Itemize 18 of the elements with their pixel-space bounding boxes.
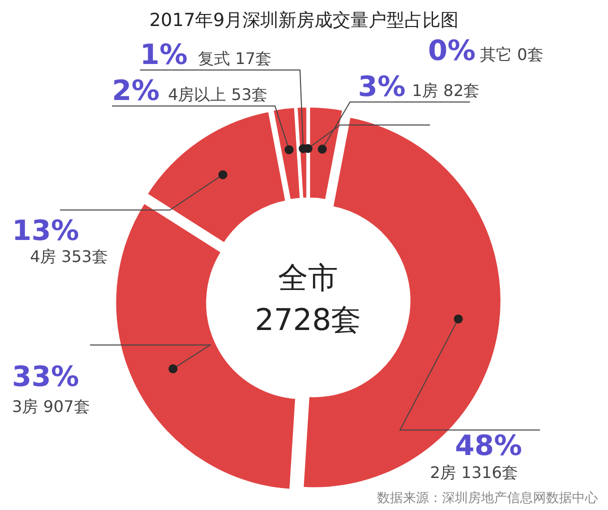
slice-label: 3房 907套 bbox=[12, 397, 90, 416]
slice-label: 4房 353套 bbox=[30, 247, 108, 266]
chart-title: 2017年9月深圳新房成交量户型占比图 bbox=[149, 10, 459, 31]
data-label: 13% bbox=[12, 214, 80, 247]
slice-label: 4房以上 53套 bbox=[168, 85, 268, 104]
text: 全市 bbox=[278, 261, 338, 296]
data-label: 1% bbox=[140, 38, 188, 71]
text: 2728套 bbox=[254, 303, 362, 338]
data-label: 33% bbox=[12, 360, 80, 393]
data-label: 3% bbox=[358, 70, 406, 103]
source-note: 数据来源：深圳房地产信息网数据中心 bbox=[377, 490, 598, 506]
data-label: 2% bbox=[112, 74, 160, 107]
slice-label: 复式 17套 bbox=[198, 49, 272, 68]
text: 0% bbox=[428, 34, 476, 67]
slice-label: 2房 1316套 bbox=[430, 463, 518, 482]
data-label: 48% bbox=[455, 429, 522, 462]
category-label: 其它 0套 bbox=[480, 45, 544, 64]
slice-label: 1房 82套 bbox=[412, 81, 480, 100]
